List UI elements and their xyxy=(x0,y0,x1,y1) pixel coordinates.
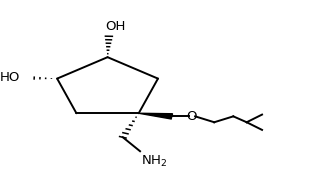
Text: HO: HO xyxy=(0,71,20,84)
Text: O: O xyxy=(187,110,197,123)
Text: OH: OH xyxy=(105,20,126,33)
Polygon shape xyxy=(139,113,172,119)
Text: NH$_2$: NH$_2$ xyxy=(141,153,168,169)
